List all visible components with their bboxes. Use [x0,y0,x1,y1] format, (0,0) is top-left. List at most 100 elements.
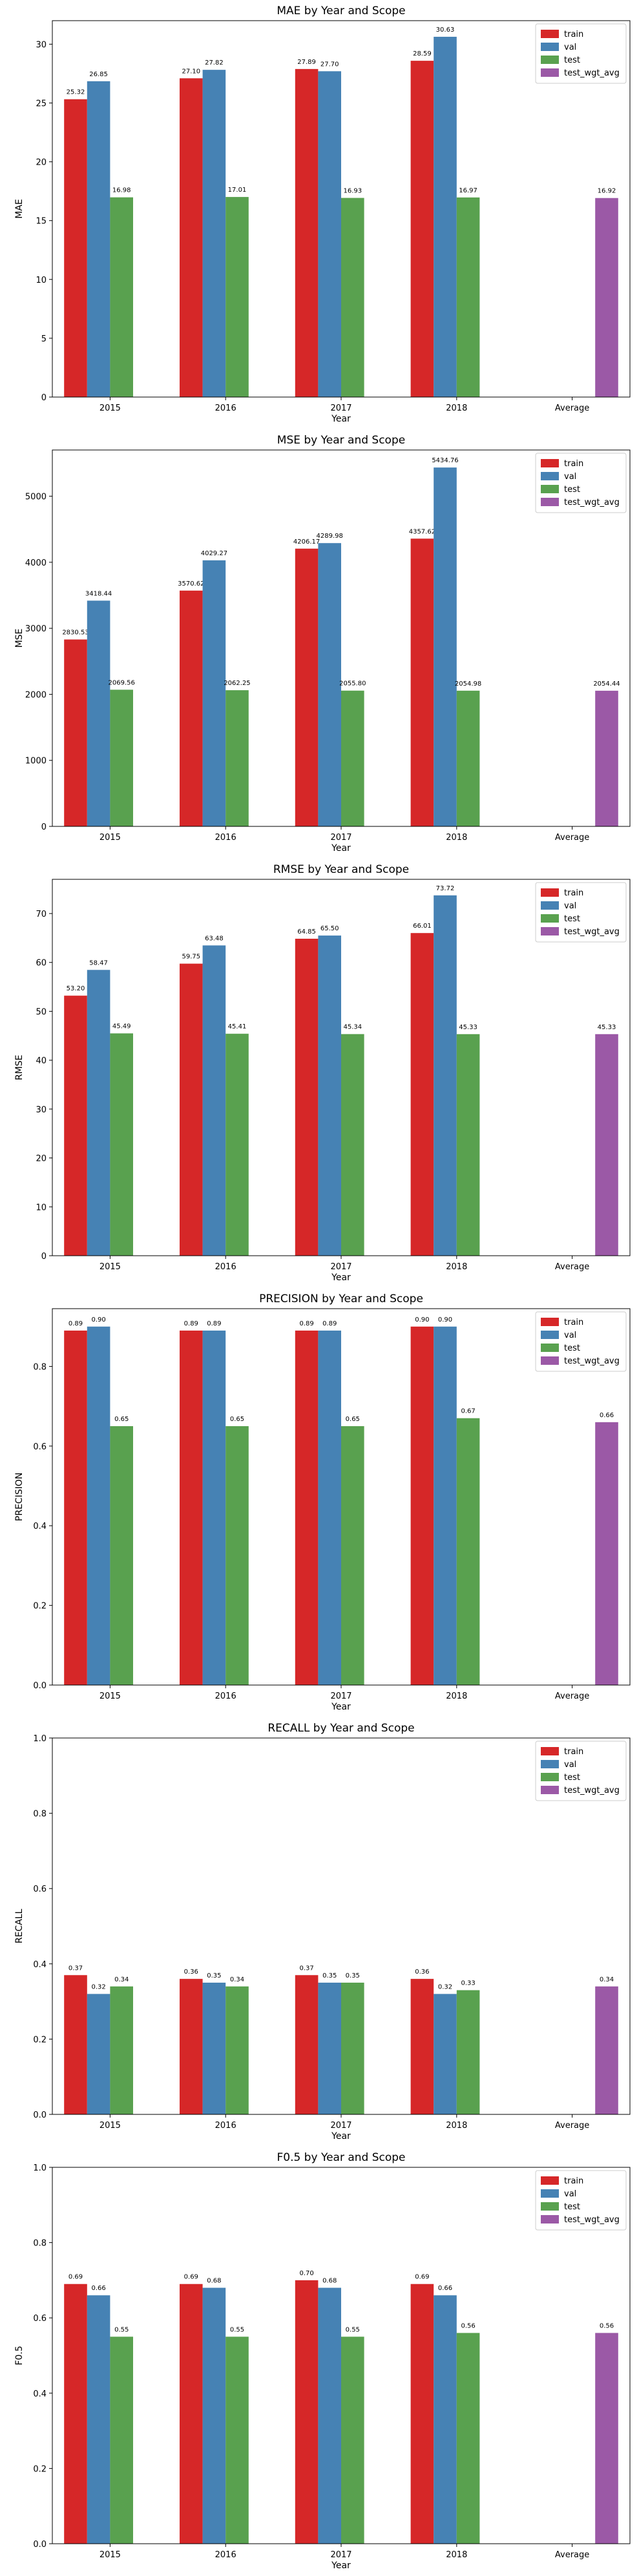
y-tick-label: 4000 [25,558,47,568]
bar-train-2015 [64,996,87,1256]
bar-test-2017 [341,1982,364,2114]
legend-label: test [564,1344,580,1353]
bar-train-2018 [410,1326,434,1685]
legend-label: test_wgt_avg [564,68,620,78]
y-tick-label: 10 [36,1203,47,1212]
bar-val-2015 [87,1326,110,1685]
y-tick-label: 5 [41,334,47,344]
legend-label: val [564,472,576,482]
legend-label: test_wgt_avg [564,2215,620,2225]
legend-label: test [564,914,580,924]
bar-train-2017 [295,68,319,397]
y-tick-label: 0.6 [33,1885,47,1894]
bar-test-2015 [110,197,133,397]
x-tick-label: Average [555,1692,589,1701]
bar-test_wgt_avg-average [595,2333,618,2544]
chart-panel-3: RMSE by Year and Scope 0 10 20 30 40 50 60 70 53.… [14,863,631,1283]
chart-title: RMSE by Year and Scope [273,863,409,876]
bar-test_wgt_avg-average [595,1422,618,1685]
bar-train-2016 [180,1979,203,2114]
bar-train-2015 [64,639,87,826]
bar-test-2015 [110,690,133,826]
bar-val-2018 [434,467,457,826]
bar-test-2016 [225,197,249,397]
chart-panel-5: RECALL by Year and Scope 0.0 0.2 0.4 0.6 0.8 1… [14,1722,631,2142]
legend-swatch-test_wgt_avg [541,2215,559,2223]
bar-val-2018 [434,1994,457,2114]
x-tick-label: 2017 [330,404,351,413]
x-tick-label: 2015 [100,2121,121,2131]
data-label: 0.90 [91,1316,105,1324]
legend-swatch-test [541,56,559,64]
bar-val-2015 [87,1994,110,2114]
data-label: 45.33 [459,1024,477,1031]
data-label: 0.35 [346,1972,360,1979]
data-label: 0.34 [230,1976,244,1983]
data-label: 0.67 [461,1408,475,1415]
data-label: 0.90 [415,1316,429,1324]
data-label: 0.65 [230,1416,244,1423]
data-label: 16.93 [343,188,362,195]
data-label: 0.70 [299,2270,313,2277]
legend-label: test [564,2202,580,2212]
y-tick-label: 0.6 [33,1442,47,1452]
legend: train val test test_wgt_avg [535,23,627,84]
data-label: 45.41 [228,1023,247,1030]
legend-label: test [564,56,580,65]
bar-test_wgt_avg-average [595,1986,618,2114]
data-label: 0.89 [322,1320,337,1327]
legend-swatch-test_wgt_avg [541,1356,559,1365]
data-label: 16.92 [598,188,616,195]
y-tick-label: 30 [36,40,47,50]
bar-train-2015 [64,1975,87,2114]
legend-label: train [564,459,583,469]
bar-train-2018 [410,61,434,398]
data-label: 0.66 [438,2285,452,2292]
data-label: 0.68 [207,2278,221,2285]
legend-label: train [564,1747,583,1757]
bar-test-2016 [225,1034,249,1256]
x-tick-label: 2015 [100,404,121,413]
bar-val-2016 [202,2287,226,2544]
y-axis-label: MAE [14,199,25,219]
data-label: 0.55 [230,2326,244,2333]
data-label: 0.89 [299,1320,313,1327]
data-label: 0.56 [461,2323,475,2330]
data-label: 53.20 [67,985,85,992]
data-label: 0.55 [114,2326,129,2333]
x-tick-label: Average [555,1262,589,1272]
x-tick-label: 2015 [100,2550,121,2560]
x-tick-label: 2016 [215,404,236,413]
bar-train-2017 [295,2280,319,2544]
legend-label: val [564,901,576,911]
bar-train-2018 [410,1979,434,2114]
y-tick-label: 10 [36,276,47,285]
x-tick-label: 2016 [215,2550,236,2560]
legend-label: train [564,30,583,39]
y-tick-label: 1.0 [33,1734,47,1744]
data-label: 66.01 [413,923,432,930]
chart-title: PRECISION by Year and Scope [259,1293,423,1305]
data-label: 0.56 [600,2323,614,2330]
legend-swatch-val [541,1331,559,1339]
y-tick-label: 25 [36,99,47,109]
x-axis-label: Year [331,843,351,854]
data-label: 3570.62 [178,580,204,588]
x-tick-label: Average [555,404,589,413]
bar-train-2016 [180,78,203,397]
legend-label: train [564,2176,583,2186]
bar-test-2017 [341,690,364,826]
legend-swatch-val [541,1760,559,1768]
bar-val-2016 [202,560,226,826]
data-label: 27.82 [205,59,224,66]
bar-test-2015 [110,1986,133,2114]
bar-val-2015 [87,81,110,397]
bar-test-2016 [225,690,249,826]
legend: train val test test_wgt_avg [535,2170,627,2231]
x-tick-label: 2017 [330,2550,351,2560]
x-tick-label: 2018 [446,2121,467,2131]
y-tick-label: 0.6 [33,2314,47,2324]
bar-test-2016 [225,1986,249,2114]
x-axis-label: Year [331,2131,351,2142]
